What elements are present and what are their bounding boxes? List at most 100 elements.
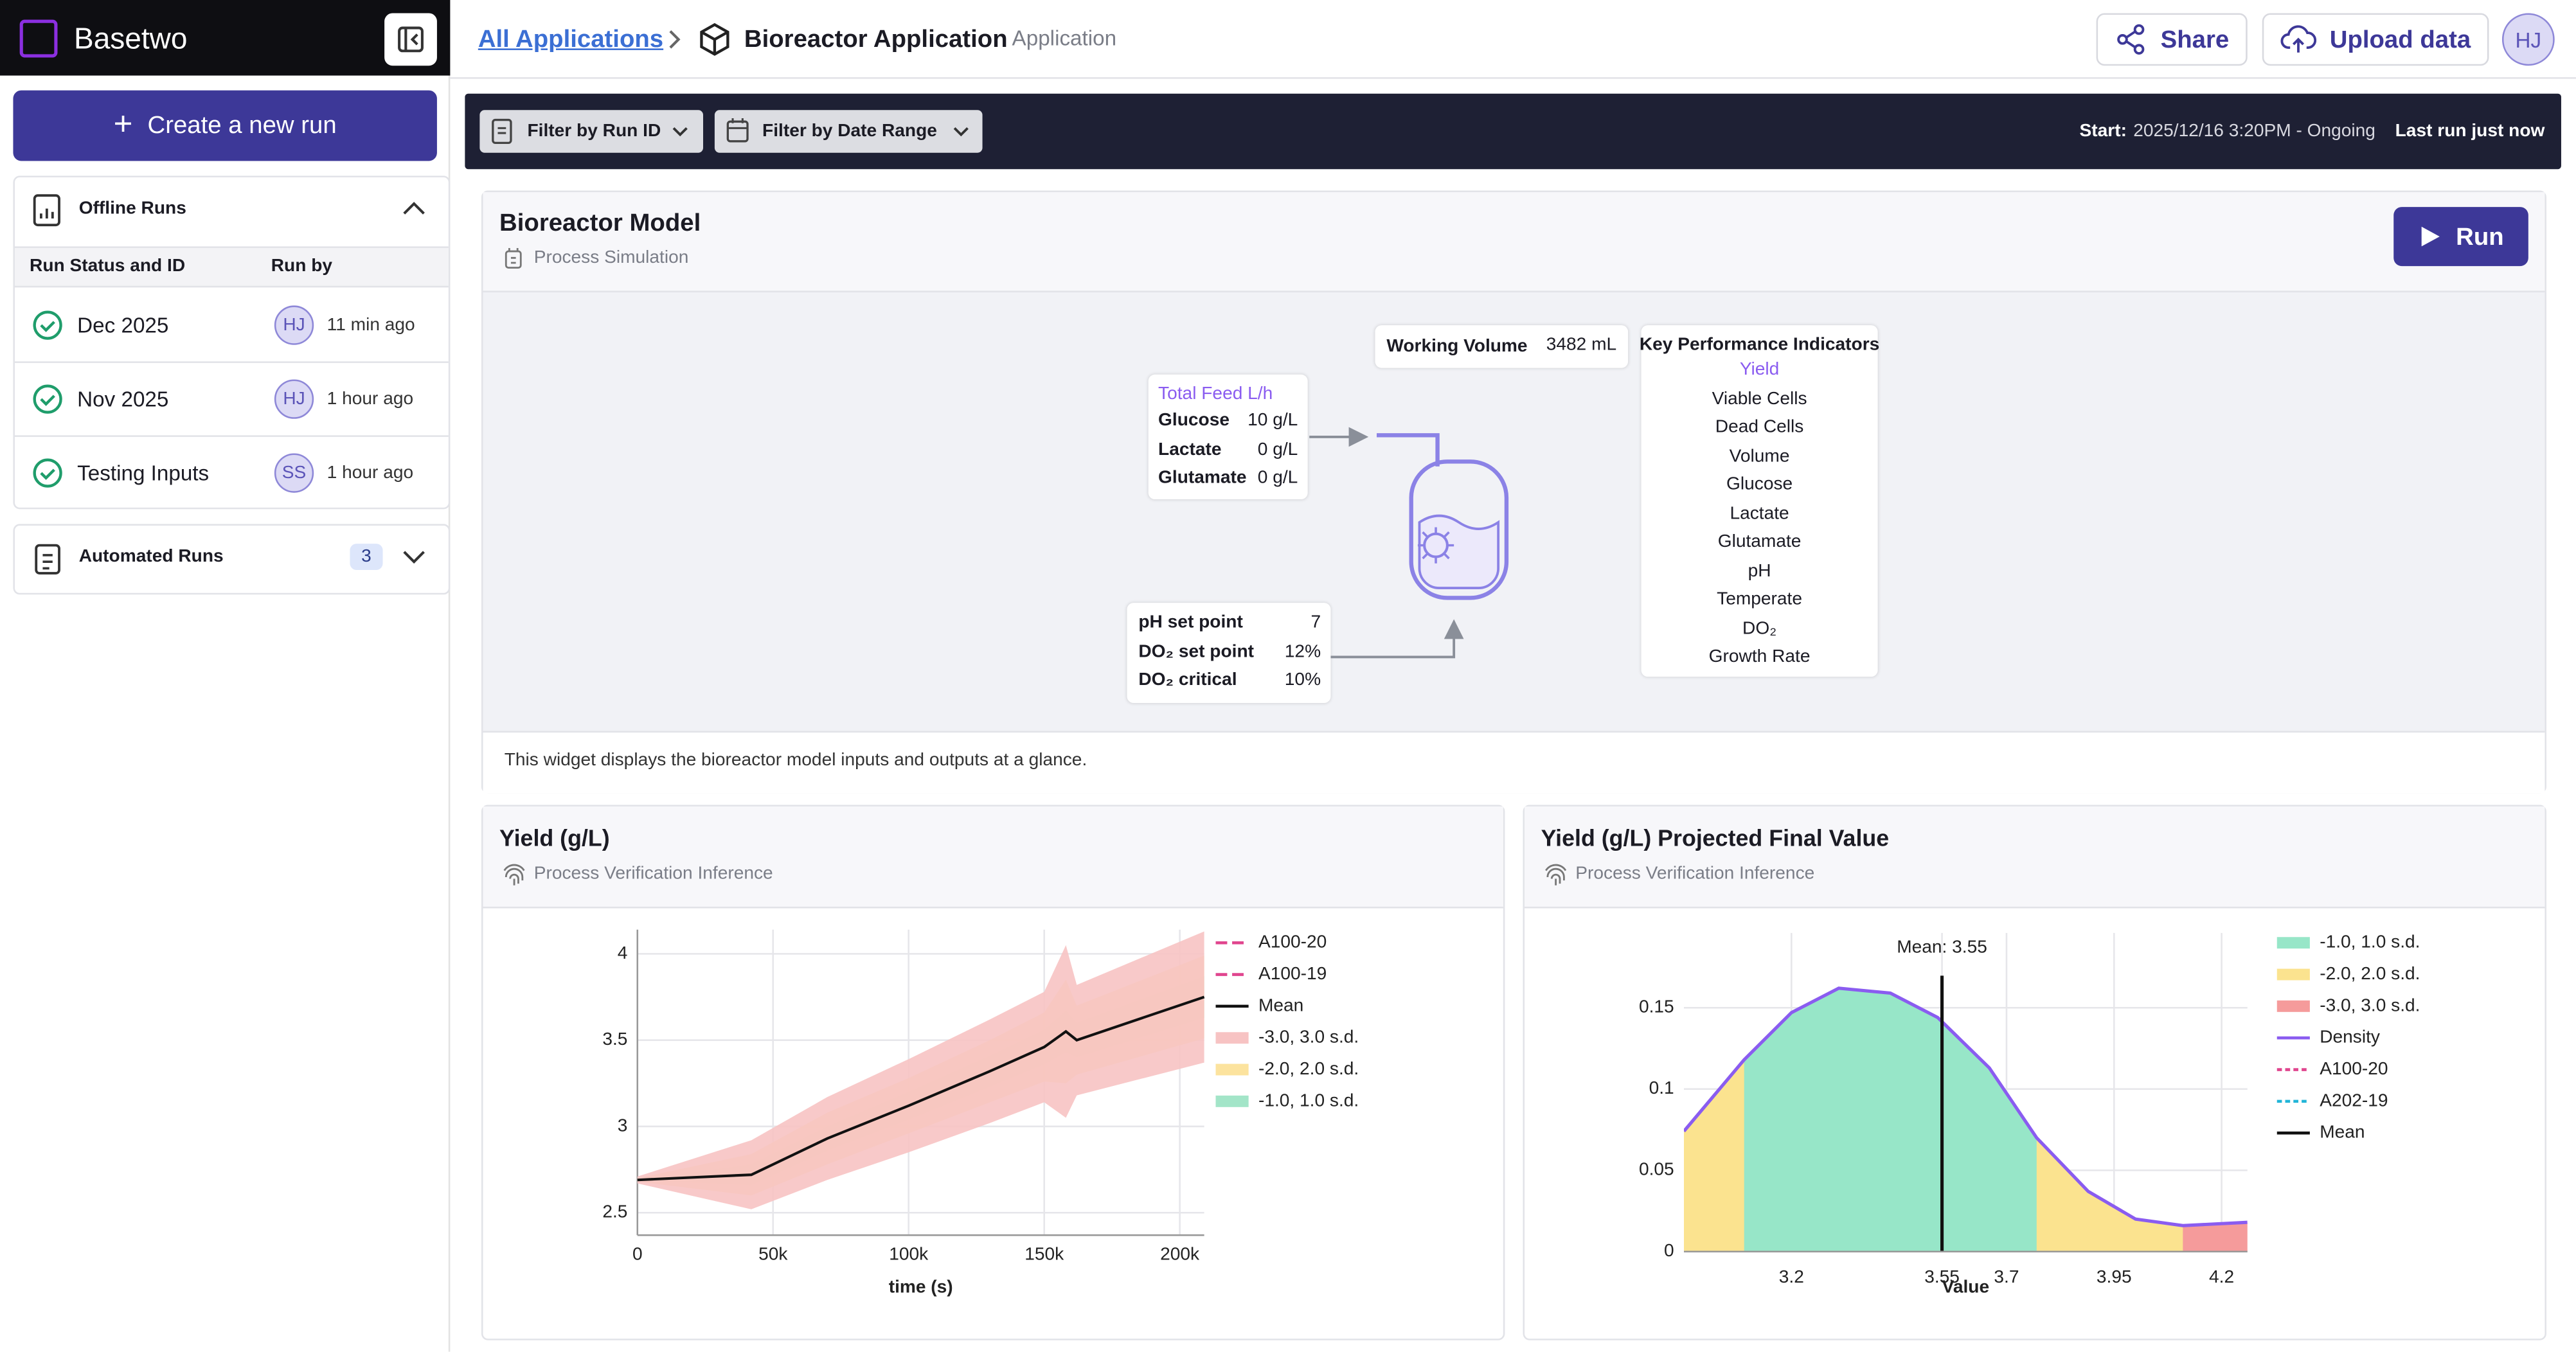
feed-box (1148, 374, 1308, 500)
run-time: 1 hour ago (326, 388, 414, 409)
kpi-item: Volume (1729, 445, 1790, 466)
count-badge: 3 (350, 544, 383, 570)
filter-label: Filter by Date Range (762, 121, 937, 141)
feed-value: 10 g/L (1248, 411, 1298, 431)
run-button[interactable]: Run (2393, 207, 2528, 267)
last-run: Last run just now (2395, 121, 2545, 141)
card-title: Yield (g/L) (499, 824, 610, 851)
start-label: Start: (2079, 121, 2127, 141)
setpoint-value: 7 (1310, 612, 1321, 633)
page-title: Bioreactor Application (744, 25, 1008, 54)
page-subtitle: Application (1012, 25, 1117, 50)
dropdown-arrow (672, 127, 688, 137)
legend-swatch (1215, 1095, 1249, 1107)
legend-swatch (2276, 1000, 2310, 1012)
y-tick-label: 3.5 (602, 1029, 627, 1049)
kpi-item: Yield (1739, 359, 1780, 380)
kpi-title: Key Performance Indicators (1639, 335, 1880, 355)
section-title: Offline Runs (78, 199, 186, 218)
breadcrumb-link[interactable]: All Applications (478, 25, 664, 54)
setpoint-box (1127, 603, 1331, 704)
bioreactor-diagram (1309, 427, 1509, 659)
start-value: 2025/12/16 3:20PM - Ongoing (2133, 121, 2375, 141)
filter-date-button[interactable] (714, 110, 983, 153)
row-divider (15, 434, 449, 436)
kpi-item: Temperate (1717, 589, 1803, 610)
legend-label: Density (2320, 1027, 2380, 1047)
inlet-pipe (1377, 433, 1440, 467)
user-avatar[interactable]: HJ (2501, 13, 2555, 66)
button-label: Create a new run (147, 111, 337, 140)
run-time: 11 min ago (326, 314, 415, 335)
kpi-item: Growth Rate (1708, 647, 1811, 667)
column-header: Run by (271, 256, 333, 276)
vessel (1409, 459, 1509, 600)
legend-label: -3.0, 3.0 s.d. (2320, 995, 2420, 1015)
x-tick-label: 3.7 (1994, 1267, 2019, 1286)
setpoint-name: DO₂ critical (1138, 670, 1237, 690)
run-id: Testing Inputs (77, 459, 210, 485)
legend-swatch (1215, 1063, 1249, 1076)
card-title: Bioreactor Model (499, 209, 701, 238)
clipboard-icon (35, 544, 60, 574)
line (637, 995, 1205, 1182)
band-region (1744, 988, 2037, 1252)
card-subtitle: Process Verification Inference (533, 864, 773, 884)
kpi-item: Glutamate (1717, 532, 1802, 552)
x-tick-label: 200k (1160, 1243, 1200, 1263)
status-icon (31, 382, 64, 414)
status-icon (31, 308, 64, 341)
kpi-item: Lactate (1730, 503, 1789, 524)
setpoint-value: 12% (1284, 641, 1321, 661)
filter-label: Filter by Run ID (527, 121, 661, 141)
chevron-up[interactable] (401, 197, 427, 220)
x-tick-label: 100k (889, 1243, 929, 1263)
y-tick-label: 3 (618, 1115, 628, 1135)
kpi-item: DO₂ (1742, 618, 1777, 639)
run-info: Start: 2025/12/16 3:20PM - Ongoing Last ru… (2080, 121, 2545, 141)
mean-label: Mean: 3.55 (1897, 936, 1987, 956)
run-id: Dec 2025 (77, 312, 169, 337)
x-tick-label: 150k (1024, 1243, 1064, 1263)
button-label: Upload data (2329, 25, 2471, 54)
column-header: Run Status and ID (30, 256, 186, 276)
legend-label: Mean (2320, 1122, 2365, 1142)
card-header (483, 806, 1503, 909)
upload-button[interactable]: Upload data (2262, 13, 2489, 66)
x-tick-label: 50k (758, 1243, 788, 1263)
run-time: 1 hour ago (326, 462, 414, 483)
section-title: Automated Runs (78, 547, 224, 567)
x-tick-label: 3.2 (1779, 1267, 1804, 1286)
report-icon (33, 194, 60, 227)
chevron-down[interactable] (401, 546, 427, 569)
share-button[interactable]: Share (2096, 13, 2248, 66)
band (637, 931, 1204, 1209)
filter-run-button[interactable] (479, 110, 704, 153)
card-title: Yield (g/L) Projected Final Value (1541, 824, 1890, 851)
note: This widget displays the bioreactor mode… (504, 751, 1087, 770)
liquid (1418, 514, 1500, 590)
card-header (483, 192, 2545, 292)
y-tick-label: 4 (618, 943, 628, 963)
run-avatar: HJ (274, 378, 314, 418)
cube-icon (700, 22, 729, 56)
setpoint-arrow (1330, 619, 1464, 659)
legend-label: -1.0, 1.0 s.d. (1258, 1090, 1359, 1110)
simulation-icon (505, 247, 522, 269)
calendar-icon (726, 118, 749, 143)
volume-box (1375, 325, 1629, 368)
y-tick-label: 0.15 (1639, 997, 1674, 1017)
collapse-button[interactable] (384, 13, 437, 66)
x-axis-label: Value (1942, 1276, 1989, 1296)
create-run-button[interactable]: + Create a new run (13, 90, 437, 161)
card-subtitle: Process Verification Inference (1575, 864, 1815, 884)
feed-name: Glutamate (1158, 468, 1247, 488)
value: 3482 mL (1546, 335, 1617, 355)
density-line (1684, 986, 2248, 1227)
kpi-box (1641, 325, 1878, 677)
setpoint-name: DO₂ set point (1138, 641, 1255, 661)
legend-label: -3.0, 3.0 s.d. (1258, 1027, 1359, 1047)
label: Working Volume (1386, 337, 1528, 357)
